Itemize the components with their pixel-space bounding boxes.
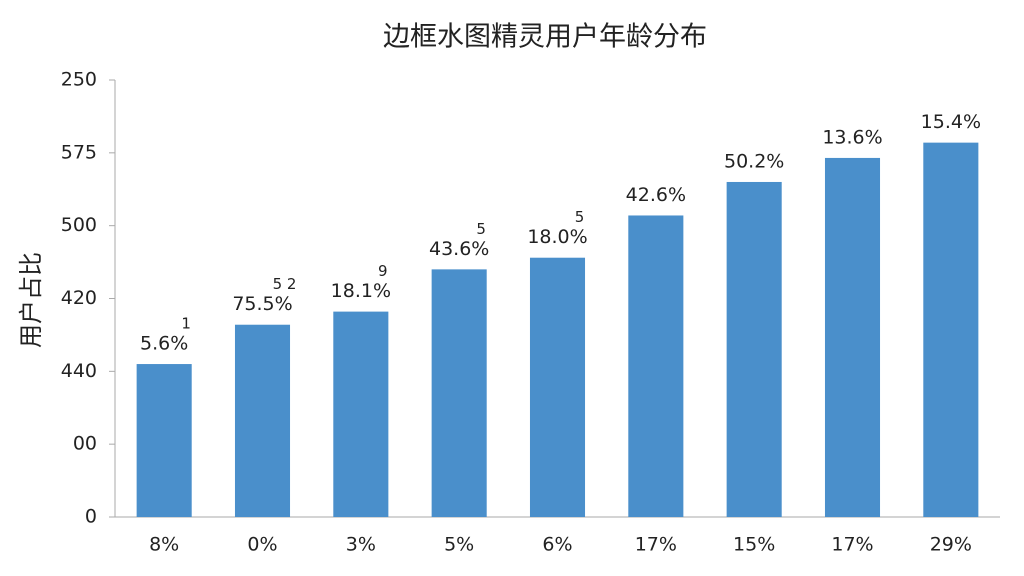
y-tick-label: 420 xyxy=(61,287,97,309)
bar xyxy=(333,311,389,517)
value-label: 13.6% xyxy=(822,126,882,148)
value-label: 18.0% xyxy=(527,226,587,248)
value-label: 15.4% xyxy=(921,111,981,133)
chart-title: 边框水图精灵用户年龄分布 xyxy=(383,22,707,53)
y-tick-label: 250 xyxy=(61,69,97,91)
x-tick-label: 6% xyxy=(542,534,572,556)
superscript: 9 xyxy=(378,262,388,280)
y-tick-label: 575 xyxy=(61,141,97,163)
y-tick-label: 0 xyxy=(85,506,97,528)
x-tick-label: 17% xyxy=(831,534,873,556)
value-label: 18.1% xyxy=(331,280,391,302)
bar xyxy=(234,324,291,517)
y-tick-label: 440 xyxy=(61,360,97,382)
value-label: 43.6% xyxy=(429,238,489,260)
bar xyxy=(529,257,586,517)
bar xyxy=(431,269,487,517)
value-label: 50.2% xyxy=(724,150,784,172)
superscript: 5 2 xyxy=(273,275,297,293)
x-tick-label: 0% xyxy=(247,534,277,556)
value-label: 5.6% xyxy=(140,333,188,355)
value-label: 75.5% xyxy=(232,293,292,315)
x-tick-label: 29% xyxy=(930,534,972,556)
superscript: 5 xyxy=(575,208,585,226)
x-tick-label: 15% xyxy=(733,534,775,556)
bar xyxy=(923,142,979,518)
x-tick-label: 8% xyxy=(149,534,179,556)
bar xyxy=(136,364,192,517)
y-tick-label: 00 xyxy=(73,433,97,455)
x-tick-label: 17% xyxy=(635,534,677,556)
bar xyxy=(628,215,684,517)
y-tick-label: 500 xyxy=(61,214,97,236)
y-axis-label: 用户占比 xyxy=(17,252,45,348)
value-label: 42.6% xyxy=(626,184,686,206)
x-tick-label: 5% xyxy=(444,534,474,556)
bar xyxy=(726,181,782,517)
superscript: 5 xyxy=(476,220,486,238)
bar xyxy=(824,157,881,517)
superscript: 1 xyxy=(181,315,191,333)
x-tick-label: 3% xyxy=(346,534,376,556)
